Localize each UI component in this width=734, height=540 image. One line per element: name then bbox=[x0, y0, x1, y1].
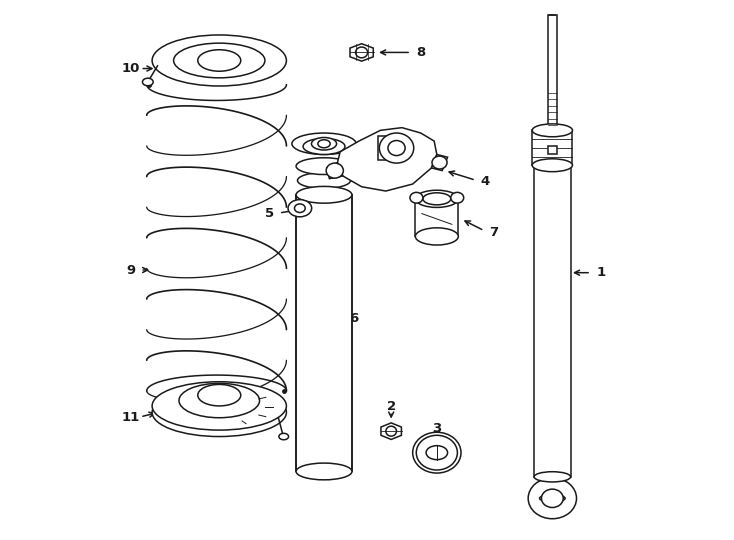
Text: 6: 6 bbox=[349, 312, 358, 325]
Ellipse shape bbox=[532, 124, 573, 137]
Text: 8: 8 bbox=[416, 46, 425, 59]
Ellipse shape bbox=[423, 193, 451, 205]
Ellipse shape bbox=[413, 432, 461, 473]
FancyBboxPatch shape bbox=[539, 477, 565, 498]
Ellipse shape bbox=[152, 382, 286, 430]
Polygon shape bbox=[327, 163, 343, 179]
Ellipse shape bbox=[326, 163, 344, 178]
Ellipse shape bbox=[296, 158, 352, 174]
Polygon shape bbox=[432, 154, 448, 171]
FancyBboxPatch shape bbox=[415, 201, 458, 237]
Ellipse shape bbox=[416, 435, 457, 470]
Text: 7: 7 bbox=[489, 226, 498, 239]
Text: 3: 3 bbox=[432, 422, 441, 435]
Ellipse shape bbox=[451, 192, 464, 203]
Ellipse shape bbox=[528, 478, 576, 519]
Text: 4: 4 bbox=[481, 175, 490, 188]
Ellipse shape bbox=[534, 472, 570, 482]
Ellipse shape bbox=[179, 383, 260, 418]
Ellipse shape bbox=[355, 47, 368, 58]
FancyBboxPatch shape bbox=[296, 195, 352, 471]
Ellipse shape bbox=[426, 446, 448, 460]
Ellipse shape bbox=[388, 140, 405, 156]
Text: 9: 9 bbox=[126, 264, 135, 276]
FancyBboxPatch shape bbox=[548, 146, 556, 154]
Text: 2: 2 bbox=[387, 401, 396, 414]
Ellipse shape bbox=[542, 489, 563, 508]
Ellipse shape bbox=[294, 204, 305, 213]
Ellipse shape bbox=[311, 138, 337, 150]
Ellipse shape bbox=[296, 463, 352, 480]
Ellipse shape bbox=[152, 35, 286, 86]
Ellipse shape bbox=[279, 433, 288, 440]
FancyBboxPatch shape bbox=[548, 15, 557, 130]
Ellipse shape bbox=[534, 160, 570, 170]
Ellipse shape bbox=[415, 228, 458, 245]
Polygon shape bbox=[381, 423, 401, 440]
Ellipse shape bbox=[197, 50, 241, 71]
Text: 10: 10 bbox=[121, 62, 139, 75]
Ellipse shape bbox=[296, 186, 352, 203]
Ellipse shape bbox=[539, 495, 565, 502]
FancyBboxPatch shape bbox=[532, 130, 573, 165]
Ellipse shape bbox=[432, 156, 447, 169]
Ellipse shape bbox=[297, 172, 351, 188]
Polygon shape bbox=[378, 136, 404, 160]
Ellipse shape bbox=[152, 388, 286, 436]
Ellipse shape bbox=[174, 43, 265, 78]
Ellipse shape bbox=[379, 133, 414, 163]
Polygon shape bbox=[338, 127, 437, 191]
Polygon shape bbox=[350, 44, 374, 61]
Text: 11: 11 bbox=[122, 411, 139, 424]
Ellipse shape bbox=[292, 133, 356, 154]
Ellipse shape bbox=[142, 78, 153, 86]
Ellipse shape bbox=[415, 190, 458, 207]
FancyBboxPatch shape bbox=[534, 165, 570, 477]
Ellipse shape bbox=[197, 384, 241, 406]
Text: 1: 1 bbox=[596, 266, 606, 279]
Ellipse shape bbox=[288, 200, 312, 217]
Ellipse shape bbox=[386, 426, 396, 436]
Ellipse shape bbox=[303, 138, 345, 154]
Ellipse shape bbox=[318, 140, 330, 148]
Ellipse shape bbox=[410, 192, 423, 203]
Text: 5: 5 bbox=[265, 207, 274, 220]
Ellipse shape bbox=[299, 187, 349, 202]
Ellipse shape bbox=[532, 159, 573, 172]
